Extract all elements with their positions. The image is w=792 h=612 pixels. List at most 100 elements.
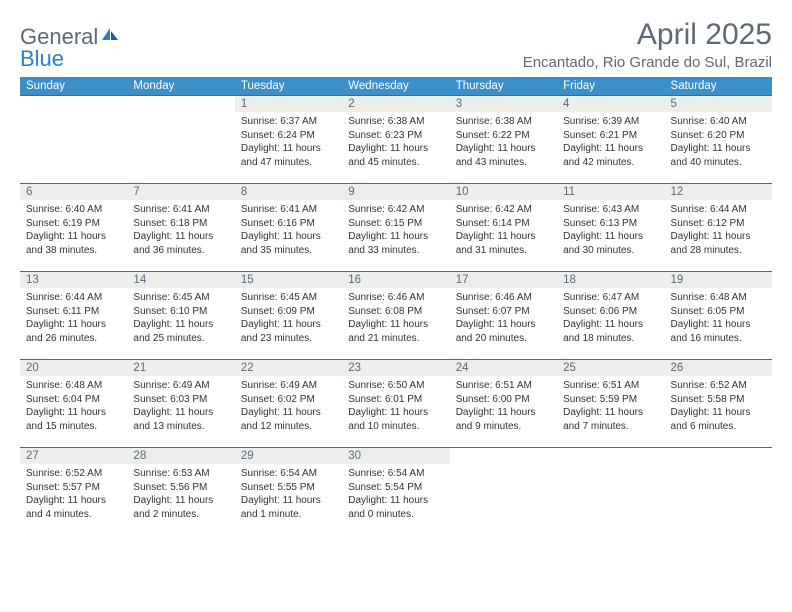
day-number: 11	[557, 184, 664, 200]
day-number: 10	[450, 184, 557, 200]
day-number: 18	[557, 272, 664, 288]
calendar-cell: 13Sunrise: 6:44 AMSunset: 6:11 PMDayligh…	[20, 272, 127, 360]
day-number: 14	[127, 272, 234, 288]
calendar-cell: 25Sunrise: 6:51 AMSunset: 5:59 PMDayligh…	[557, 360, 664, 448]
day-body: Sunrise: 6:41 AMSunset: 6:18 PMDaylight:…	[127, 200, 234, 261]
day-body: Sunrise: 6:44 AMSunset: 6:11 PMDaylight:…	[20, 288, 127, 349]
day-body: Sunrise: 6:45 AMSunset: 6:10 PMDaylight:…	[127, 288, 234, 349]
calendar-body: 1Sunrise: 6:37 AMSunset: 6:24 PMDaylight…	[20, 96, 772, 536]
day-number: 9	[342, 184, 449, 200]
weekday-header: Saturday	[665, 77, 772, 96]
header: General April 2025 Encantado, Rio Grande…	[20, 18, 772, 71]
day-body: Sunrise: 6:42 AMSunset: 6:15 PMDaylight:…	[342, 200, 449, 261]
calendar-cell: 21Sunrise: 6:49 AMSunset: 6:03 PMDayligh…	[127, 360, 234, 448]
calendar-cell: 5Sunrise: 6:40 AMSunset: 6:20 PMDaylight…	[665, 96, 772, 184]
day-number: 22	[235, 360, 342, 376]
calendar-cell: 24Sunrise: 6:51 AMSunset: 6:00 PMDayligh…	[450, 360, 557, 448]
calendar-cell: 18Sunrise: 6:47 AMSunset: 6:06 PMDayligh…	[557, 272, 664, 360]
day-number: 27	[20, 448, 127, 464]
calendar-row: 6Sunrise: 6:40 AMSunset: 6:19 PMDaylight…	[20, 184, 772, 272]
weekday-header: Sunday	[20, 77, 127, 96]
calendar-cell: 23Sunrise: 6:50 AMSunset: 6:01 PMDayligh…	[342, 360, 449, 448]
calendar-cell: 7Sunrise: 6:41 AMSunset: 6:18 PMDaylight…	[127, 184, 234, 272]
day-body: Sunrise: 6:49 AMSunset: 6:02 PMDaylight:…	[235, 376, 342, 437]
calendar-cell: 17Sunrise: 6:46 AMSunset: 6:07 PMDayligh…	[450, 272, 557, 360]
day-body: Sunrise: 6:52 AMSunset: 5:58 PMDaylight:…	[665, 376, 772, 437]
day-body: Sunrise: 6:48 AMSunset: 6:05 PMDaylight:…	[665, 288, 772, 349]
logo-text-blue: Blue	[20, 46, 64, 72]
title-block: April 2025 Encantado, Rio Grande do Sul,…	[523, 18, 772, 71]
weekday-header: Friday	[557, 77, 664, 96]
day-number: 24	[450, 360, 557, 376]
calendar-cell	[665, 448, 772, 536]
calendar-cell: 27Sunrise: 6:52 AMSunset: 5:57 PMDayligh…	[20, 448, 127, 536]
day-body: Sunrise: 6:49 AMSunset: 6:03 PMDaylight:…	[127, 376, 234, 437]
day-number: 15	[235, 272, 342, 288]
day-body: Sunrise: 6:54 AMSunset: 5:55 PMDaylight:…	[235, 464, 342, 525]
month-title: April 2025	[523, 18, 772, 52]
day-body: Sunrise: 6:50 AMSunset: 6:01 PMDaylight:…	[342, 376, 449, 437]
calendar-cell: 15Sunrise: 6:45 AMSunset: 6:09 PMDayligh…	[235, 272, 342, 360]
calendar-cell: 16Sunrise: 6:46 AMSunset: 6:08 PMDayligh…	[342, 272, 449, 360]
calendar-cell: 22Sunrise: 6:49 AMSunset: 6:02 PMDayligh…	[235, 360, 342, 448]
day-number: 29	[235, 448, 342, 464]
calendar-cell	[450, 448, 557, 536]
day-number: 17	[450, 272, 557, 288]
day-body: Sunrise: 6:41 AMSunset: 6:16 PMDaylight:…	[235, 200, 342, 261]
day-number: 7	[127, 184, 234, 200]
day-body: Sunrise: 6:37 AMSunset: 6:24 PMDaylight:…	[235, 112, 342, 173]
day-number: 19	[665, 272, 772, 288]
calendar-cell	[20, 96, 127, 184]
day-body: Sunrise: 6:51 AMSunset: 6:00 PMDaylight:…	[450, 376, 557, 437]
logo-sail-icon	[100, 26, 120, 42]
day-number: 23	[342, 360, 449, 376]
day-body: Sunrise: 6:46 AMSunset: 6:07 PMDaylight:…	[450, 288, 557, 349]
location-text: Encantado, Rio Grande do Sul, Brazil	[523, 54, 772, 71]
day-body: Sunrise: 6:45 AMSunset: 6:09 PMDaylight:…	[235, 288, 342, 349]
calendar-cell: 30Sunrise: 6:54 AMSunset: 5:54 PMDayligh…	[342, 448, 449, 536]
weekday-header: Tuesday	[235, 77, 342, 96]
day-body: Sunrise: 6:48 AMSunset: 6:04 PMDaylight:…	[20, 376, 127, 437]
day-body: Sunrise: 6:46 AMSunset: 6:08 PMDaylight:…	[342, 288, 449, 349]
day-number: 28	[127, 448, 234, 464]
day-body: Sunrise: 6:53 AMSunset: 5:56 PMDaylight:…	[127, 464, 234, 525]
day-body: Sunrise: 6:43 AMSunset: 6:13 PMDaylight:…	[557, 200, 664, 261]
day-number: 30	[342, 448, 449, 464]
day-number: 5	[665, 96, 772, 112]
day-body: Sunrise: 6:40 AMSunset: 6:19 PMDaylight:…	[20, 200, 127, 261]
calendar-cell: 20Sunrise: 6:48 AMSunset: 6:04 PMDayligh…	[20, 360, 127, 448]
day-body: Sunrise: 6:54 AMSunset: 5:54 PMDaylight:…	[342, 464, 449, 525]
calendar-cell: 12Sunrise: 6:44 AMSunset: 6:12 PMDayligh…	[665, 184, 772, 272]
day-number: 2	[342, 96, 449, 112]
day-body: Sunrise: 6:40 AMSunset: 6:20 PMDaylight:…	[665, 112, 772, 173]
calendar-cell: 10Sunrise: 6:42 AMSunset: 6:14 PMDayligh…	[450, 184, 557, 272]
day-body: Sunrise: 6:39 AMSunset: 6:21 PMDaylight:…	[557, 112, 664, 173]
day-body: Sunrise: 6:52 AMSunset: 5:57 PMDaylight:…	[20, 464, 127, 525]
calendar-row: 27Sunrise: 6:52 AMSunset: 5:57 PMDayligh…	[20, 448, 772, 536]
weekday-header: Wednesday	[342, 77, 449, 96]
calendar-cell: 19Sunrise: 6:48 AMSunset: 6:05 PMDayligh…	[665, 272, 772, 360]
calendar-header-row: SundayMondayTuesdayWednesdayThursdayFrid…	[20, 77, 772, 96]
calendar-row: 13Sunrise: 6:44 AMSunset: 6:11 PMDayligh…	[20, 272, 772, 360]
day-body: Sunrise: 6:44 AMSunset: 6:12 PMDaylight:…	[665, 200, 772, 261]
day-number: 25	[557, 360, 664, 376]
calendar-row: 1Sunrise: 6:37 AMSunset: 6:24 PMDaylight…	[20, 96, 772, 184]
calendar-row: 20Sunrise: 6:48 AMSunset: 6:04 PMDayligh…	[20, 360, 772, 448]
day-body: Sunrise: 6:38 AMSunset: 6:23 PMDaylight:…	[342, 112, 449, 173]
day-number: 3	[450, 96, 557, 112]
day-body: Sunrise: 6:42 AMSunset: 6:14 PMDaylight:…	[450, 200, 557, 261]
calendar-table: SundayMondayTuesdayWednesdayThursdayFrid…	[20, 77, 772, 536]
day-number: 6	[20, 184, 127, 200]
day-body: Sunrise: 6:38 AMSunset: 6:22 PMDaylight:…	[450, 112, 557, 173]
day-number: 4	[557, 96, 664, 112]
day-number: 13	[20, 272, 127, 288]
day-number: 8	[235, 184, 342, 200]
page: General April 2025 Encantado, Rio Grande…	[0, 0, 792, 556]
calendar-cell: 26Sunrise: 6:52 AMSunset: 5:58 PMDayligh…	[665, 360, 772, 448]
calendar-cell: 9Sunrise: 6:42 AMSunset: 6:15 PMDaylight…	[342, 184, 449, 272]
calendar-cell: 2Sunrise: 6:38 AMSunset: 6:23 PMDaylight…	[342, 96, 449, 184]
day-number: 16	[342, 272, 449, 288]
day-number: 1	[235, 96, 342, 112]
day-number: 21	[127, 360, 234, 376]
calendar-cell: 1Sunrise: 6:37 AMSunset: 6:24 PMDaylight…	[235, 96, 342, 184]
